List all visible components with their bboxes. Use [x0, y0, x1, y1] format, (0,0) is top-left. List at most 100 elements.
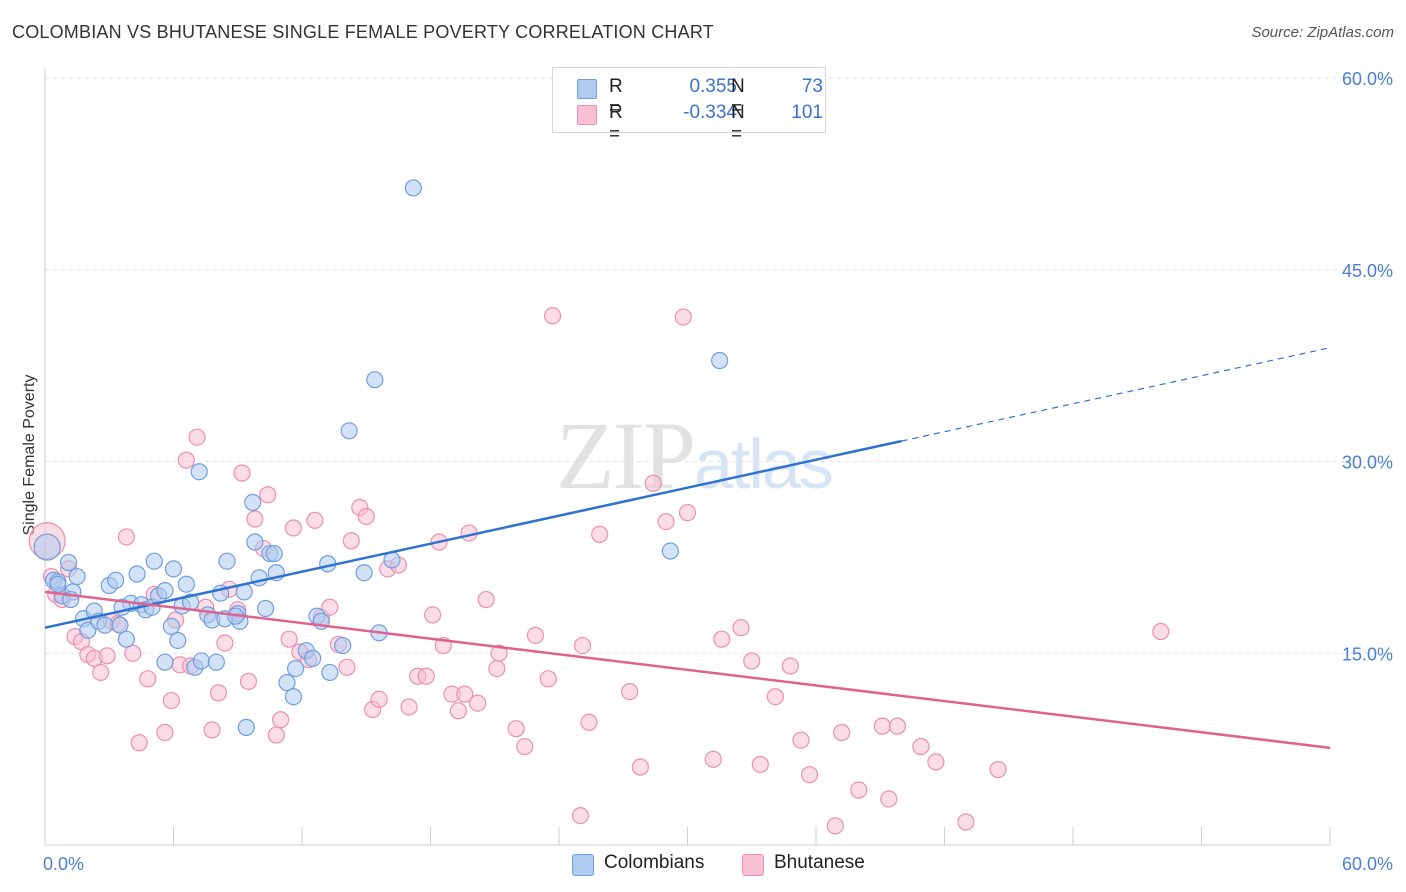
point-colombians — [244, 493, 262, 512]
point-bhutanese — [591, 525, 609, 543]
point-bhutanese — [117, 528, 135, 546]
point-bhutanese — [477, 590, 495, 609]
point-bhutanese — [124, 644, 142, 662]
x-tick-label: 0.0% — [43, 854, 84, 874]
chart-title: COLOMBIAN VS BHUTANESE SINGLE FEMALE POV… — [12, 22, 714, 42]
point-bhutanese — [342, 532, 360, 550]
legend-n-label: N = — [731, 76, 745, 119]
point-colombians — [96, 616, 114, 634]
point-colombians — [107, 571, 125, 589]
point-colombians — [156, 582, 174, 600]
point-colombians — [162, 617, 180, 636]
source-attribution: Source: ZipAtlas.com — [1251, 24, 1394, 41]
point-colombians — [404, 179, 422, 197]
point-colombians — [156, 653, 174, 671]
point-bhutanese — [98, 647, 116, 665]
point-bhutanese — [284, 519, 303, 537]
y-tick-label: 60.0% — [1342, 69, 1393, 89]
point-bhutanese — [424, 606, 442, 624]
bottom-legend-swatch-bhutanese — [742, 854, 764, 876]
point-bhutanese — [833, 723, 851, 742]
point-bhutanese — [631, 758, 649, 776]
point-colombians — [164, 560, 183, 578]
point-colombians — [169, 631, 187, 650]
point-colombians — [286, 659, 305, 678]
legend-swatch-colombians — [577, 79, 597, 99]
point-bhutanese — [516, 737, 534, 756]
point-bhutanese — [678, 504, 697, 522]
point-bhutanese — [357, 507, 375, 526]
watermark-atlas: atlas — [694, 425, 834, 503]
point-bhutanese — [267, 726, 285, 744]
point-bhutanese — [674, 308, 692, 326]
point-bhutanese — [850, 781, 868, 799]
point-bhutanese — [732, 619, 750, 637]
bottom-legend-swatch-colombians — [572, 854, 594, 876]
point-colombians — [661, 542, 679, 560]
stats-legend: R = 0.355 N = 73 R = -0.334 N = 101 — [552, 67, 826, 145]
point-colombians — [177, 575, 195, 593]
point-bhutanese — [580, 713, 598, 731]
point-bhutanese — [239, 672, 258, 690]
legend-n-value: 73 — [801, 76, 823, 97]
legend-r-value: 0.355 — [689, 76, 737, 97]
point-bhutanese — [766, 688, 784, 706]
point-bhutanese — [469, 694, 487, 712]
point-bhutanese — [526, 626, 545, 644]
point-bhutanese — [873, 717, 891, 735]
point-colombians — [366, 371, 384, 389]
point-colombians — [49, 575, 67, 593]
point-bhutanese — [743, 652, 761, 670]
point-colombians — [246, 533, 264, 551]
point-bhutanese — [321, 598, 339, 616]
point-bhutanese — [233, 464, 251, 482]
point-bhutanese — [888, 717, 906, 735]
point-bhutanese — [800, 766, 819, 784]
point-bhutanese — [989, 760, 1007, 779]
legend-n-label: N = — [731, 102, 745, 145]
point-bhutanese — [370, 690, 388, 708]
point-colombians — [355, 564, 373, 582]
x-tick-label: 60.0% — [1342, 854, 1393, 874]
point-bhutanese — [490, 644, 508, 662]
point-bhutanese — [573, 636, 592, 655]
point-bhutanese — [539, 670, 557, 688]
bottom-legend-label-bhutanese: Bhutanese — [774, 852, 865, 873]
point-colombians — [128, 565, 146, 583]
point-bhutanese — [188, 428, 206, 446]
point-bhutanese — [177, 451, 195, 469]
point-bhutanese — [130, 734, 148, 752]
legend-r-label: R = — [609, 76, 623, 119]
point-bhutanese — [203, 721, 221, 739]
point-bhutanese — [209, 684, 228, 702]
legend-swatch-bhutanese — [577, 105, 597, 125]
point-colombians — [340, 422, 358, 440]
point-colombians — [265, 544, 283, 563]
point-bhutanese — [306, 511, 324, 529]
point-colombians — [207, 653, 225, 671]
point-colombians — [321, 663, 339, 682]
point-bhutanese — [338, 658, 356, 676]
point-bhutanese — [139, 670, 157, 688]
point-bhutanese — [92, 663, 110, 682]
point-bhutanese — [880, 790, 898, 808]
point-colombians — [33, 533, 61, 561]
point-bhutanese — [912, 737, 930, 756]
point-bhutanese — [1152, 622, 1170, 641]
point-bhutanese — [713, 630, 731, 648]
trendline-bhutanese — [44, 590, 1331, 750]
point-bhutanese — [216, 634, 234, 652]
bottom-legend-label-colombians: Colombians — [604, 852, 705, 873]
point-bhutanese — [957, 813, 975, 831]
point-bhutanese — [792, 731, 810, 749]
point-colombians — [145, 552, 163, 570]
point-colombians — [59, 553, 78, 572]
point-bhutanese — [826, 817, 844, 835]
point-bhutanese — [927, 753, 945, 771]
point-bhutanese — [271, 711, 290, 729]
point-bhutanese — [417, 667, 435, 685]
point-colombians — [111, 616, 129, 634]
point-bhutanese — [259, 486, 277, 504]
point-bhutanese — [488, 659, 506, 678]
point-bhutanese — [162, 691, 180, 710]
